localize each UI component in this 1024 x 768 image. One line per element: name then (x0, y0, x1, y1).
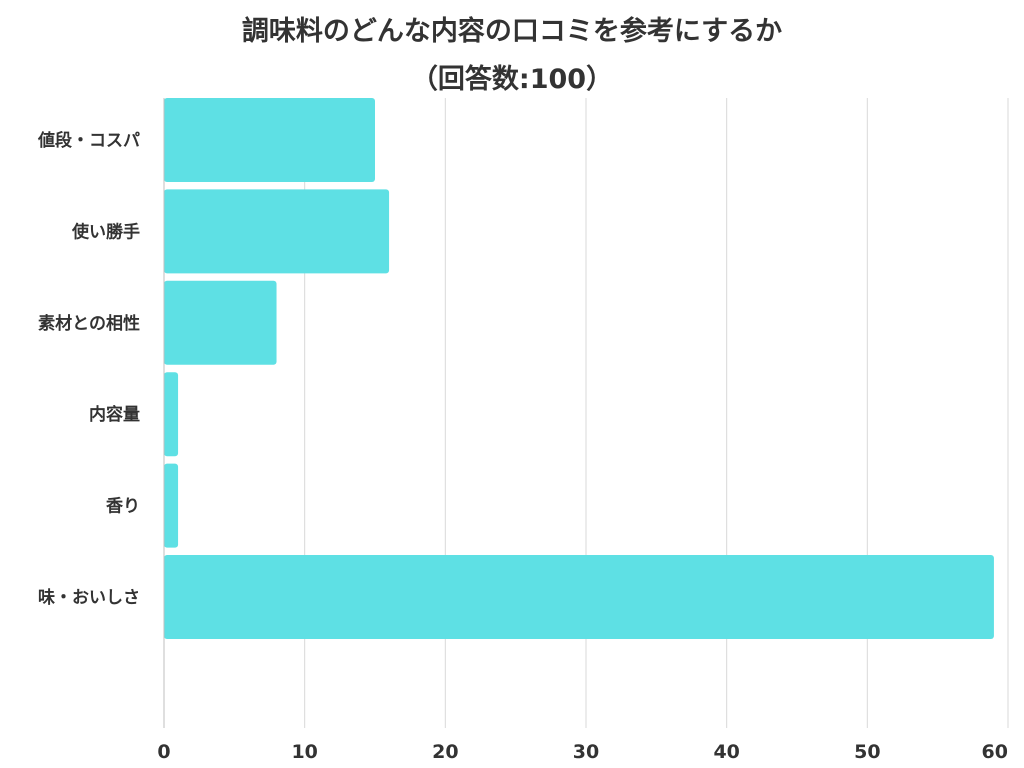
category-label: 値段・コスパ (37, 130, 140, 151)
bar-3 (164, 280, 277, 365)
bars (164, 98, 994, 639)
bar-4 (164, 372, 179, 457)
bar-6 (164, 555, 994, 639)
chart-subtitle: （回答数:100） (411, 63, 613, 95)
x-tick-label: 40 (713, 741, 739, 763)
x-tick-label: 30 (573, 741, 599, 763)
bar-2 (164, 189, 390, 274)
bar-5 (164, 463, 179, 548)
category-label: 素材との相性 (38, 313, 140, 334)
x-tick-label: 50 (854, 741, 880, 763)
x-tick-labels: 0 10 20 30 40 50 60 (157, 741, 1008, 763)
x-tick-label: 20 (432, 741, 458, 763)
x-tick-label: 60 (982, 741, 1008, 763)
chart-title: 調味料のどんな内容の口コミを参考にするか (242, 15, 782, 47)
category-label: 味・おいしさ (38, 587, 140, 608)
x-tick-label: 10 (291, 741, 317, 763)
category-label: 内容量 (89, 404, 140, 425)
category-label: 使い勝手 (71, 221, 140, 242)
x-tick-label: 0 (157, 741, 170, 763)
category-label: 香り (106, 497, 140, 517)
bar-1 (164, 98, 375, 182)
